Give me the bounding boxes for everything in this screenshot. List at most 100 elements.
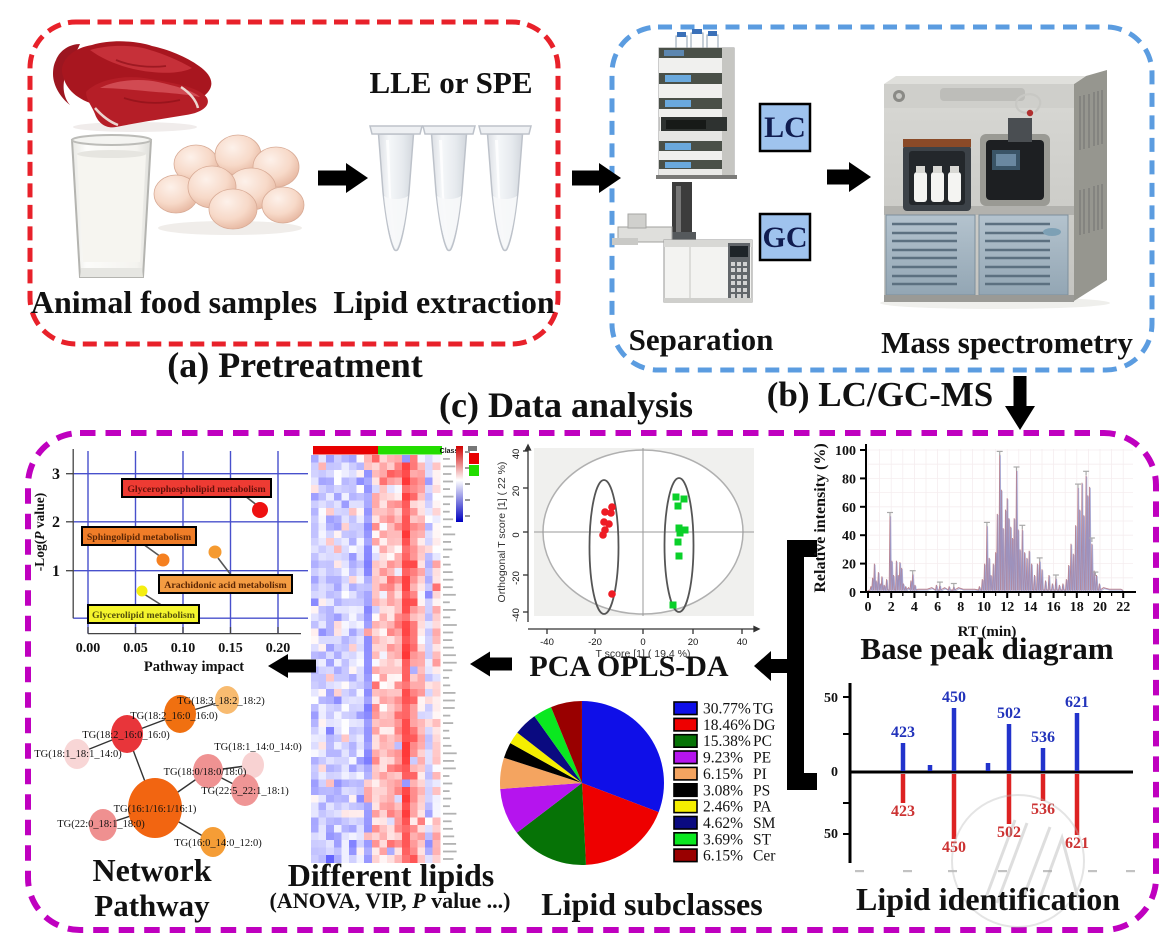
svg-text:3.69%: 3.69% xyxy=(703,831,743,848)
svg-text:Different lipids: Different lipids xyxy=(288,857,495,893)
svg-text:Sphingolipid metabolism: Sphingolipid metabolism xyxy=(87,532,191,543)
svg-text:Glycerophospholipid metabolism: Glycerophospholipid metabolism xyxy=(127,484,265,495)
svg-text:Lipid subclasses: Lipid subclasses xyxy=(541,886,762,922)
svg-text:0: 0 xyxy=(849,586,856,601)
svg-text:9.23%: 9.23% xyxy=(703,750,743,767)
svg-text:LLE or SPE: LLE or SPE xyxy=(369,65,532,100)
svg-text:40: 40 xyxy=(842,529,856,544)
svg-text:Pathway: Pathway xyxy=(94,888,210,923)
svg-text:0.10: 0.10 xyxy=(171,641,196,656)
svg-text:100: 100 xyxy=(835,444,856,459)
svg-text:60: 60 xyxy=(842,501,856,516)
svg-text:(a) Pretreatment: (a) Pretreatment xyxy=(167,345,423,385)
svg-text:2: 2 xyxy=(888,600,895,615)
svg-text:PA: PA xyxy=(753,799,772,816)
svg-text:16: 16 xyxy=(1047,600,1061,615)
svg-text:Arachidonic acid metabolism: Arachidonic acid metabolism xyxy=(164,580,286,591)
svg-text:40: 40 xyxy=(511,449,522,460)
svg-text:TG(18:2_16:0_16:0): TG(18:2_16:0_16:0) xyxy=(130,711,218,722)
svg-text:20: 20 xyxy=(688,637,699,648)
svg-text:PS: PS xyxy=(753,782,770,799)
svg-text:LC: LC xyxy=(764,111,806,144)
svg-text:22: 22 xyxy=(1116,600,1130,615)
svg-text:6.15%: 6.15% xyxy=(703,848,743,865)
svg-text:Network: Network xyxy=(92,852,211,888)
svg-text:Animal food samples: Animal food samples xyxy=(31,284,317,320)
svg-text:20: 20 xyxy=(842,558,856,573)
svg-text:Pathway impact: Pathway impact xyxy=(144,659,244,675)
svg-text:30.77%: 30.77% xyxy=(703,701,751,718)
svg-text:536: 536 xyxy=(1031,801,1055,818)
svg-text:ST: ST xyxy=(753,831,772,848)
svg-text:0.15: 0.15 xyxy=(218,641,243,656)
svg-text:0: 0 xyxy=(511,532,522,537)
svg-text:TG(18:0/18:0/18:0): TG(18:0/18:0/18:0) xyxy=(164,767,247,778)
svg-text:8: 8 xyxy=(957,600,964,615)
svg-text:Cer: Cer xyxy=(753,848,776,865)
svg-text:0: 0 xyxy=(831,765,838,780)
svg-text:14: 14 xyxy=(1023,600,1037,615)
svg-text:536: 536 xyxy=(1031,729,1055,746)
svg-text:2: 2 xyxy=(52,514,60,531)
svg-text:50: 50 xyxy=(824,827,838,842)
svg-text:-40: -40 xyxy=(540,637,554,648)
svg-text:2.46%: 2.46% xyxy=(703,799,743,816)
svg-text:PI: PI xyxy=(753,766,767,783)
svg-text:20: 20 xyxy=(511,486,522,497)
svg-text:SM: SM xyxy=(753,815,776,832)
svg-text:3.08%: 3.08% xyxy=(703,782,743,799)
svg-text:TG(22:0_18:1_18:0): TG(22:0_18:1_18:0) xyxy=(57,819,145,830)
svg-text:423: 423 xyxy=(891,724,915,741)
svg-text:502: 502 xyxy=(997,824,1021,841)
svg-text:4.62%: 4.62% xyxy=(703,815,743,832)
svg-text:Orthogonal T score [1] ( 22 %): Orthogonal T score [1] ( 22 %) xyxy=(496,462,508,603)
svg-text:RT (min): RT (min) xyxy=(958,624,1017,640)
svg-text:TG: TG xyxy=(753,701,774,718)
svg-text:18.46%: 18.46% xyxy=(703,717,751,734)
svg-text:-20: -20 xyxy=(511,571,522,585)
svg-text:4: 4 xyxy=(911,600,918,615)
svg-text:Glycerolipid metabolism: Glycerolipid metabolism xyxy=(92,610,195,621)
svg-text:0.05: 0.05 xyxy=(123,641,148,656)
svg-text:Separation: Separation xyxy=(629,322,774,357)
svg-text:621: 621 xyxy=(1065,835,1089,852)
svg-text:502: 502 xyxy=(997,705,1021,722)
svg-text:50: 50 xyxy=(824,691,838,706)
svg-text:(ANOVA, VIP, P value ...): (ANOVA, VIP, P value ...) xyxy=(269,888,510,913)
svg-text:6: 6 xyxy=(934,600,941,615)
svg-text:621: 621 xyxy=(1065,694,1089,711)
svg-text:-20: -20 xyxy=(588,637,602,648)
svg-text:Lipid identification: Lipid identification xyxy=(856,881,1120,917)
svg-text:12: 12 xyxy=(1000,600,1014,615)
svg-text:PCA OPLS-DA: PCA OPLS-DA xyxy=(529,650,729,683)
svg-text:Class: Class xyxy=(440,448,459,455)
svg-text:TG(16:1/16:1/16:1): TG(16:1/16:1/16:1) xyxy=(114,804,197,815)
svg-text:40: 40 xyxy=(737,637,748,648)
svg-text:DG: DG xyxy=(753,717,775,734)
svg-text:T score [1] ( 19.4 %): T score [1] ( 19.4 %) xyxy=(596,648,691,660)
svg-text:450: 450 xyxy=(942,689,966,706)
svg-text:Lipid extraction: Lipid extraction xyxy=(333,284,555,320)
svg-text:6.15%: 6.15% xyxy=(703,766,743,783)
svg-text:423: 423 xyxy=(891,803,915,820)
svg-text:TG(18:1_14:0_14:0): TG(18:1_14:0_14:0) xyxy=(214,742,302,753)
svg-text:450: 450 xyxy=(942,839,966,856)
svg-text:0.20: 0.20 xyxy=(266,641,291,656)
svg-text:TG(22:5_22:1_18:1): TG(22:5_22:1_18:1) xyxy=(201,786,289,797)
svg-text:0.00: 0.00 xyxy=(76,641,101,656)
svg-text:-40: -40 xyxy=(511,608,522,622)
svg-text:0: 0 xyxy=(640,637,645,648)
svg-text:-Log(P value): -Log(P value) xyxy=(32,493,47,571)
svg-text:(c) Data analysis: (c) Data analysis xyxy=(439,385,693,425)
svg-text:20: 20 xyxy=(1093,600,1107,615)
svg-text:10: 10 xyxy=(977,600,991,615)
svg-text:TG(18:2_16:0_16:0): TG(18:2_16:0_16:0) xyxy=(82,730,170,741)
svg-text:15.38%: 15.38% xyxy=(703,733,751,750)
svg-text:TG(16:0_14:0_12:0): TG(16:0_14:0_12:0) xyxy=(174,838,262,849)
svg-text:TG(18:3_18:2_18:2): TG(18:3_18:2_18:2) xyxy=(177,696,265,707)
svg-text:3: 3 xyxy=(52,466,60,483)
svg-text:80: 80 xyxy=(842,472,856,487)
svg-text:1: 1 xyxy=(52,563,60,580)
svg-text:(b) LC/GC-MS: (b) LC/GC-MS xyxy=(767,375,994,414)
svg-text:PC: PC xyxy=(753,733,772,750)
